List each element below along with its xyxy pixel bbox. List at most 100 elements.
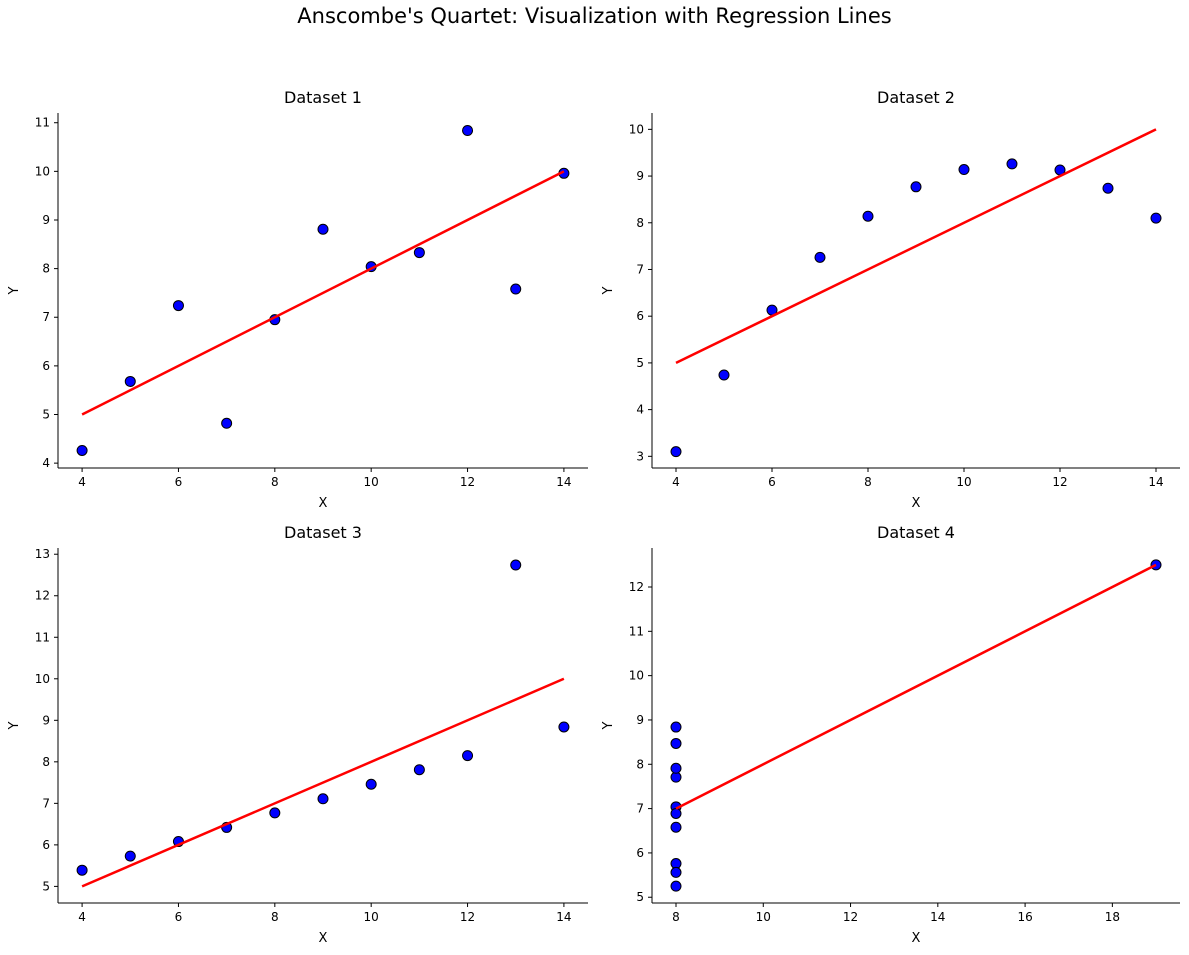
y-tick-label: 8 (636, 757, 644, 771)
x-axis-label: X (319, 496, 328, 511)
y-tick-label: 7 (42, 310, 50, 324)
y-tick-label: 8 (42, 262, 50, 276)
panel-title: Dataset 3 (284, 523, 362, 542)
data-point (910, 181, 922, 193)
regression-line (81, 170, 565, 416)
y-tick-label: 5 (636, 356, 644, 370)
y-tick-label: 7 (636, 802, 644, 816)
x-axis-label: X (319, 931, 328, 946)
y-tick-label: 10 (629, 122, 644, 136)
y-tick-label: 9 (42, 713, 50, 727)
y-tick-label: 6 (636, 846, 644, 860)
chart-panel-2: 4 6 8 10 12 14 3 4 5 6 7 8 9 10 X Y Dataset 2 (601, 88, 1180, 511)
y-tick-label: 4 (42, 456, 50, 470)
y-tick-label: 11 (629, 624, 644, 638)
data-point (462, 125, 474, 137)
data-point (670, 880, 682, 892)
data-point (124, 375, 136, 387)
y-axis-label: Y (7, 286, 22, 295)
x-tick-label: 10 (364, 910, 379, 924)
y-tick-label: 7 (636, 262, 644, 276)
y-tick-label: 3 (636, 449, 644, 463)
data-point (1006, 158, 1018, 170)
x-tick-label: 10 (956, 475, 971, 489)
data-point (317, 223, 329, 235)
data-point (317, 793, 329, 805)
x-tick-label: 8 (864, 475, 872, 489)
x-tick-label: 16 (1017, 910, 1032, 924)
y-tick-label: 10 (629, 669, 644, 683)
y-tick-label: 9 (636, 713, 644, 727)
x-tick-label: 8 (672, 910, 680, 924)
y-axis-label: Y (601, 286, 616, 295)
data-point (558, 721, 570, 733)
data-point (269, 807, 281, 819)
data-point (1102, 182, 1114, 194)
regression-line (675, 563, 1157, 810)
x-tick-label: 8 (271, 910, 279, 924)
x-tick-label: 10 (756, 910, 771, 924)
y-tick-label: 6 (42, 838, 50, 852)
chart-panel-1: 4 6 8 10 12 14 4 5 6 7 8 9 10 11 X Y Dataset 1 (7, 88, 588, 511)
data-point (1150, 212, 1162, 224)
x-tick-label: 14 (930, 910, 945, 924)
y-tick-label: 5 (636, 890, 644, 904)
data-point (670, 721, 682, 733)
x-tick-label: 14 (1148, 475, 1163, 489)
data-point (670, 866, 682, 878)
x-tick-label: 4 (672, 475, 680, 489)
y-tick-label: 5 (42, 879, 50, 893)
y-tick-label: 11 (35, 116, 50, 130)
y-tick-label: 4 (636, 403, 644, 417)
y-tick-label: 5 (42, 408, 50, 422)
x-axis-label: X (912, 496, 921, 511)
y-tick-label: 9 (636, 169, 644, 183)
x-tick-label: 12 (460, 910, 475, 924)
y-tick-label: 8 (42, 755, 50, 769)
x-tick-label: 12 (1052, 475, 1067, 489)
data-point (670, 762, 682, 774)
x-tick-label: 6 (768, 475, 776, 489)
x-tick-label: 12 (843, 910, 858, 924)
data-point (221, 417, 233, 429)
data-point (958, 164, 970, 176)
y-tick-label: 6 (42, 359, 50, 373)
data-point (510, 559, 522, 571)
data-point (510, 283, 522, 295)
x-tick-label: 6 (175, 910, 183, 924)
x-tick-label: 18 (1105, 910, 1120, 924)
regression-line (675, 128, 1157, 365)
x-tick-label: 10 (364, 475, 379, 489)
x-tick-label: 4 (78, 910, 86, 924)
data-point (76, 864, 88, 876)
x-tick-label: 14 (556, 910, 571, 924)
y-tick-label: 12 (629, 580, 644, 594)
data-point (124, 850, 136, 862)
y-tick-label: 10 (35, 164, 50, 178)
regression-line (81, 677, 565, 888)
data-point (670, 737, 682, 749)
data-point (670, 821, 682, 833)
panel-title: Dataset 2 (877, 88, 955, 107)
data-point (76, 444, 88, 456)
y-tick-label: 12 (35, 589, 50, 603)
y-tick-label: 10 (35, 672, 50, 686)
chart-panel-3: 4 6 8 10 12 14 5 6 7 8 9 10 11 12 13 X Y Dataset 3 (7, 523, 588, 946)
x-tick-label: 8 (271, 475, 279, 489)
y-axis-label: Y (601, 721, 616, 730)
y-tick-label: 13 (35, 547, 50, 561)
panel-title: Dataset 1 (284, 88, 362, 107)
data-point (172, 300, 184, 312)
data-point (670, 446, 682, 458)
y-tick-label: 7 (42, 796, 50, 810)
x-tick-label: 6 (175, 475, 183, 489)
y-axis-label: Y (7, 721, 22, 730)
y-tick-label: 9 (42, 213, 50, 227)
x-tick-label: 12 (460, 475, 475, 489)
figure-title: Anscombe's Quartet: Visualization with R… (297, 4, 892, 28)
data-point (670, 807, 682, 819)
data-point (365, 778, 377, 790)
x-tick-label: 14 (556, 475, 571, 489)
data-point (718, 369, 730, 381)
